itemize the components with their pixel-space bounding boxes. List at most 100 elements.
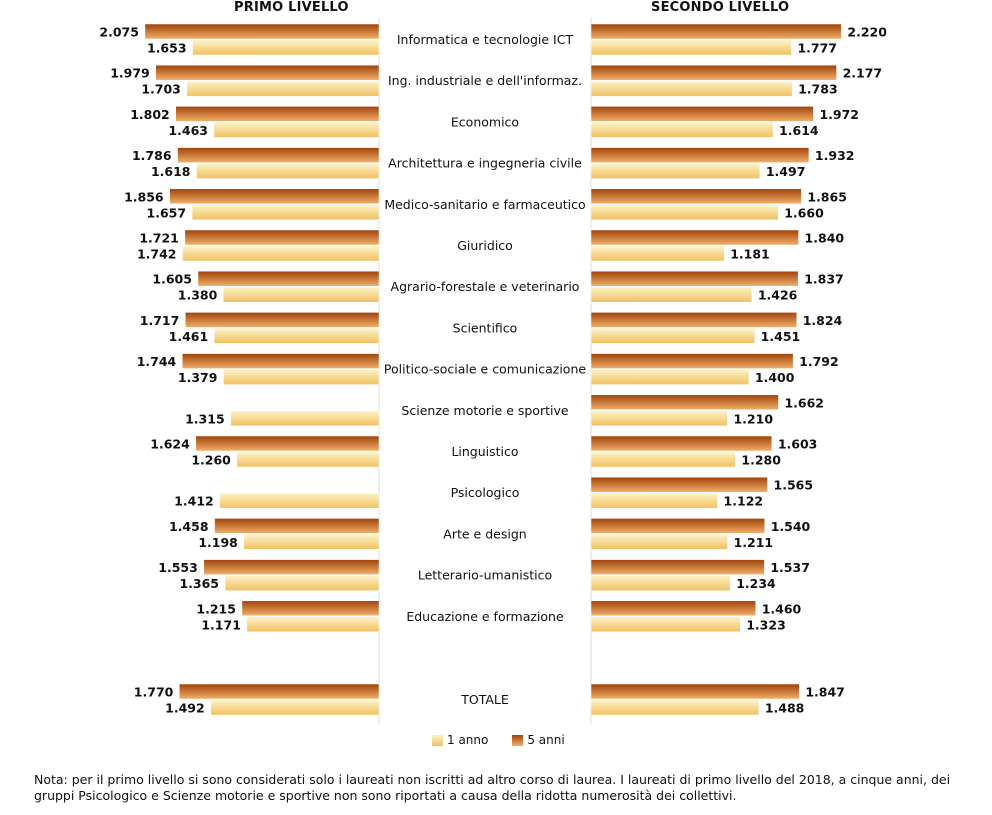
- category-label: Medico-sanitario e farmaceutico: [384, 197, 585, 212]
- value-label: 1.280: [741, 453, 781, 468]
- bar-5-anni: [175, 106, 380, 122]
- bar-1-anno: [213, 328, 380, 344]
- value-label: 1.802: [130, 107, 170, 122]
- category-label: Architettura e ingegneria civile: [388, 156, 582, 171]
- category-label: Scienze motorie e sportive: [401, 403, 568, 418]
- value-label: 1.932: [815, 148, 855, 163]
- bar-1-anno: [590, 122, 774, 138]
- value-label: 1.537: [770, 560, 810, 575]
- value-label: 1.451: [761, 329, 801, 344]
- value-label: 1.972: [819, 107, 859, 122]
- bar-1-anno: [219, 492, 380, 509]
- bar-5-anni: [590, 353, 794, 369]
- bar-5-anni: [169, 188, 380, 205]
- bar-1-anno: [590, 616, 741, 633]
- bar-1-anno: [213, 122, 380, 138]
- bar-5-anni: [179, 683, 380, 700]
- bar-1-anno: [590, 80, 793, 97]
- bar-1-anno: [191, 204, 380, 221]
- bar-5-anni: [590, 600, 756, 617]
- value-label: 1.703: [141, 82, 181, 97]
- bars-layer: [144, 23, 842, 716]
- bar-5-anni: [590, 683, 800, 700]
- bar-5-anni: [144, 23, 380, 40]
- bar-5-anni: [195, 435, 380, 452]
- value-label: 1.379: [178, 370, 218, 385]
- footnote: Nota: per il primo livello si sono consi…: [34, 772, 951, 803]
- value-label: 1.458: [169, 519, 209, 534]
- bar-1-anno: [236, 451, 380, 468]
- value-label: 1.234: [736, 576, 776, 591]
- bar-5-anni: [214, 518, 380, 534]
- bar-1-anno: [590, 39, 792, 56]
- value-label: 1.840: [805, 231, 845, 246]
- bar-1-anno: [192, 39, 380, 56]
- category-label: Economico: [451, 114, 519, 129]
- bar-1-anno: [186, 80, 380, 97]
- value-label: 1.260: [191, 453, 231, 468]
- category-label: Giuridico: [457, 238, 513, 253]
- value-label: 1.463: [168, 123, 208, 138]
- value-label: 1.412: [174, 494, 214, 509]
- value-label: 2.075: [99, 25, 139, 40]
- value-label: 1.426: [758, 288, 798, 303]
- value-label: 1.777: [797, 41, 837, 56]
- bar-5-anni: [177, 147, 380, 163]
- bar-5-anni: [184, 229, 380, 246]
- value-label: 1.657: [147, 205, 187, 220]
- value-label: 2.177: [843, 66, 883, 81]
- legend-label-5-anni: 5 anni: [527, 733, 565, 747]
- value-label: 1.721: [139, 231, 179, 246]
- value-label: 1.460: [762, 601, 802, 616]
- labels-layer: Informatica e tecnologie ICT Ing. industr…: [99, 25, 887, 716]
- value-label: 1.122: [724, 494, 764, 509]
- value-label: 1.198: [198, 535, 238, 550]
- value-label: 1.717: [140, 313, 180, 328]
- value-label: 1.624: [150, 437, 190, 452]
- category-label: Letterario-umanistico: [418, 568, 552, 583]
- bar-1-anno: [590, 204, 779, 221]
- value-label: 1.553: [158, 560, 198, 575]
- bar-1-anno: [182, 245, 380, 262]
- bar-5-anni: [203, 559, 380, 575]
- category-label: Linguistico: [451, 444, 518, 459]
- legend-swatch-1-anno: [432, 734, 443, 746]
- value-label: 1.660: [784, 205, 824, 220]
- value-label: 1.492: [165, 701, 205, 716]
- value-label: 1.461: [169, 329, 209, 344]
- bar-5-anni: [241, 600, 380, 617]
- bar-1-anno: [590, 369, 750, 385]
- value-label: 1.605: [152, 272, 192, 287]
- value-label: 1.824: [803, 313, 843, 328]
- bar-1-anno: [223, 286, 380, 303]
- value-label: 1.540: [771, 519, 811, 534]
- value-label: 1.742: [137, 247, 177, 262]
- value-label: 1.181: [730, 247, 770, 262]
- bar-5-anni: [590, 270, 799, 287]
- value-label: 1.979: [110, 66, 150, 81]
- value-label: 1.488: [765, 701, 805, 716]
- value-label: 1.856: [124, 189, 164, 204]
- value-label: 1.171: [201, 617, 241, 632]
- value-label: 1.744: [137, 354, 177, 369]
- category-label: Politico-sociale e comunicazione: [384, 362, 586, 377]
- value-label: 1.837: [804, 272, 844, 287]
- bar-5-anni: [590, 229, 799, 246]
- value-label: 1.847: [805, 685, 845, 700]
- value-label: 1.380: [178, 288, 218, 303]
- value-label: 1.783: [798, 82, 838, 97]
- bar-5-anni: [590, 394, 779, 411]
- value-label: 1.315: [185, 411, 225, 426]
- bar-1-anno: [246, 616, 380, 633]
- value-label: 1.365: [179, 576, 219, 591]
- value-label: 1.323: [746, 617, 786, 632]
- bar-1-anno: [590, 699, 760, 716]
- category-label: Scientifico: [453, 320, 518, 335]
- value-label: 1.662: [784, 395, 824, 410]
- category-label: Educazione e formazione: [406, 609, 564, 624]
- category-label: Psicologico: [451, 485, 520, 500]
- bar-1-anno: [590, 286, 753, 303]
- bar-1-anno: [590, 451, 736, 468]
- bar-1-anno: [243, 534, 380, 550]
